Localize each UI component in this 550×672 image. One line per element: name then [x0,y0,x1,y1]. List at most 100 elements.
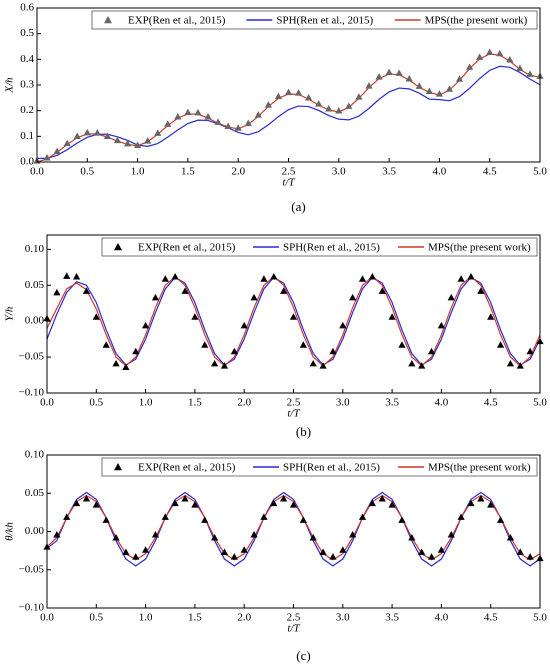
data-marker [388,313,396,320]
data-marker [415,82,423,89]
data-marker [254,111,262,118]
data-marker [378,495,386,502]
data-marker [234,124,242,131]
data-marker [358,275,367,282]
data-marker [250,530,258,538]
panel-caption: (c) [296,648,310,663]
data-marker [329,347,337,355]
data-marker [339,321,347,329]
data-marker [294,89,303,96]
data-marker [220,362,229,369]
y-tick-label: −0.05 [19,351,45,363]
data-marker [112,359,120,367]
data-marker [496,341,505,348]
legend-label: SPH(Ren et al., 2015) [283,462,380,474]
legend-label: EXP(Ren et al., 2015) [138,242,236,254]
data-marker [211,534,219,541]
data-marker [181,495,189,502]
y-tick-label: 0.0 [20,156,34,168]
x-tick-label: 3.5 [382,166,396,178]
data-marker [375,73,383,80]
x-tick-label: 0.5 [89,612,103,624]
legend-label: MPS(the present work) [428,242,531,254]
data-marker [63,513,71,520]
y-tick-label: 0.6 [20,2,34,14]
data-marker [132,347,140,355]
data-marker [181,287,189,294]
x-tick-label: 1.5 [181,166,195,178]
data-marker [102,516,110,523]
y-tick-label: 0.2 [20,104,34,116]
data-marker [161,275,169,282]
data-marker [447,293,455,301]
x-axis-label: t/T [287,408,300,420]
data-marker [477,495,485,502]
series-line [36,53,541,163]
x-tick-label: 1.5 [188,612,202,624]
data-marker [230,553,238,560]
data-marker [378,287,386,294]
x-tick-label: 0.0 [40,397,54,409]
data-marker [408,359,416,367]
data-marker [457,275,465,282]
panel-caption: (b) [296,424,311,439]
data-marker [270,273,278,280]
data-marker [506,534,515,541]
data-marker [201,341,209,348]
y-tick-label: 0.05 [25,487,45,499]
series-line [46,275,541,367]
x-tick-label: 3.0 [336,612,350,624]
data-marker [134,141,142,148]
data-marker [425,87,433,95]
data-marker [487,501,495,508]
data-marker [280,287,288,294]
x-tick-label: 4.5 [484,612,498,624]
x-axis-label: t/T [282,177,295,189]
data-marker [43,154,51,161]
data-marker [325,105,333,112]
data-marker [72,499,81,507]
y-axis-label: Y/h [4,306,16,321]
x-tick-label: 1.0 [139,612,153,624]
y-tick-label: −0.10 [19,602,45,614]
data-marker [122,548,130,556]
data-marker [526,70,534,77]
series-line [46,276,541,366]
x-tick-label: 0.5 [80,166,94,178]
y-tick-label: −0.05 [19,563,45,575]
x-tick-label: 2.5 [287,612,301,624]
data-marker [418,548,426,556]
data-marker [184,108,192,116]
data-marker [264,101,272,108]
data-marker [142,321,150,329]
x-tick-label: 1.5 [188,397,202,409]
data-marker [345,102,353,109]
data-marker [516,548,524,556]
data-marker [240,321,248,329]
data-marker [230,347,238,355]
data-marker [435,90,443,97]
data-marker [260,513,268,520]
data-marker [103,132,112,139]
data-marker [82,287,91,294]
data-marker [447,530,455,538]
data-marker [171,273,179,280]
data-marker [437,321,445,329]
y-tick-label: 0.3 [20,79,34,91]
data-marker [299,341,307,348]
data-marker [418,362,426,369]
y-tick-label: 0.10 [25,243,45,255]
data-marker [142,546,150,553]
data-marker [122,363,130,371]
data-marker [427,553,436,560]
x-tick-label: 2.0 [237,397,251,409]
data-marker [289,313,298,320]
data-marker [526,553,534,560]
legend-marker [114,463,122,471]
data-marker [194,108,202,116]
legend-label: SPH(Ren et al., 2015) [276,15,373,27]
legend-marker [114,243,122,251]
data-marker [309,359,317,367]
